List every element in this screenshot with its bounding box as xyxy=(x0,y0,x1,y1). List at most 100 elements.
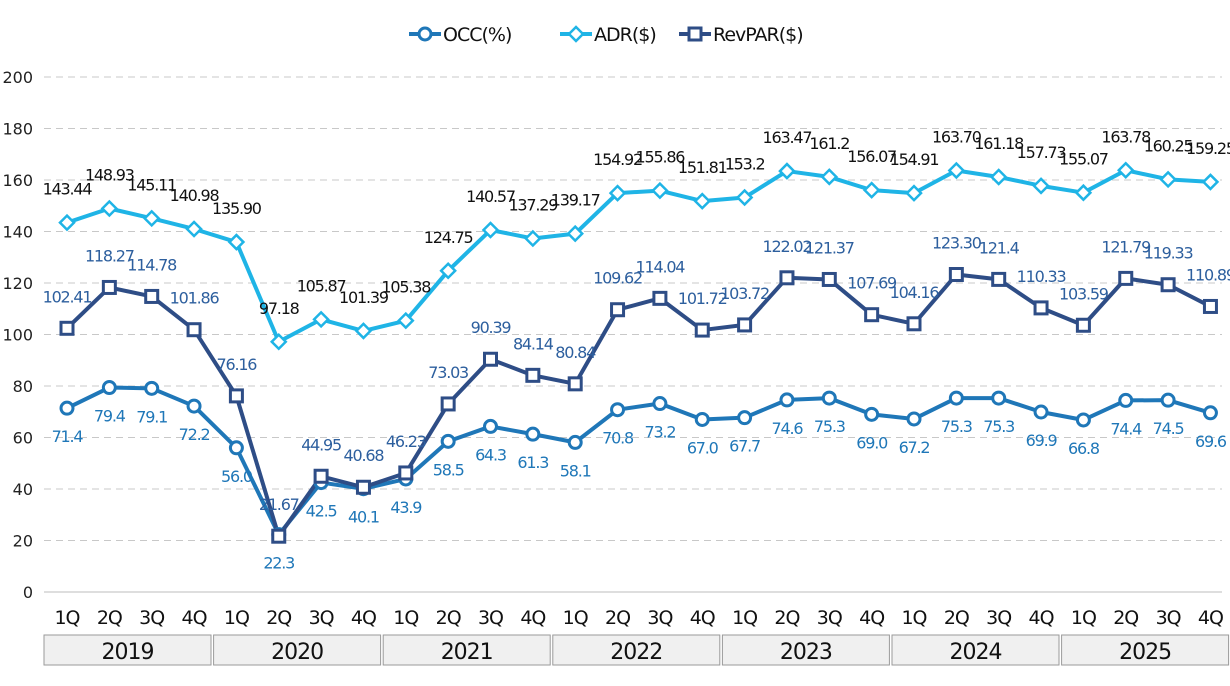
data-point-rev xyxy=(991,271,1007,287)
data-label-revpar: 110.89 xyxy=(1186,265,1230,284)
data-label-occ: 69.9 xyxy=(1026,431,1058,450)
data-point-rev xyxy=(271,528,287,544)
data-label-adr: 163.47 xyxy=(763,128,812,147)
data-point-adr xyxy=(693,192,712,210)
data-label-occ: 42.5 xyxy=(306,502,337,521)
data-point-occ xyxy=(525,426,541,442)
data-label-occ: 67.7 xyxy=(729,437,760,456)
data-label-adr: 145.11 xyxy=(127,175,176,194)
data-point-adr xyxy=(142,209,161,228)
data-label-revpar: 103.72 xyxy=(720,284,769,303)
data-point-occ xyxy=(652,396,668,412)
data-label-adr: 148.93 xyxy=(85,166,134,185)
data-label-occ: 70.8 xyxy=(602,429,634,448)
data-point-rev xyxy=(948,267,964,283)
y-tick-label: 60 xyxy=(13,429,33,448)
data-point-rev xyxy=(525,367,541,383)
legend-label-occ: OCC(%) xyxy=(443,24,511,46)
data-point-adr xyxy=(905,184,923,202)
year-box xyxy=(213,634,382,666)
data-point-rev xyxy=(779,270,795,286)
data-label-adr: 154.91 xyxy=(890,150,939,169)
data-point-rev xyxy=(1075,317,1091,333)
data-label-revpar: 73.03 xyxy=(428,363,468,382)
year-box xyxy=(552,634,721,666)
data-label-adr: 163.78 xyxy=(1101,127,1151,146)
x-axis: 1Q 2Q 3Q 4Q 1Q 2Q 3Q 4Q 1Q 2Q 3Q 4Q 1Q 2Q 3Q 4Q 1Q 2Q 3Q 4Q… xyxy=(43,607,1230,666)
data-point-rev xyxy=(737,317,753,333)
data-label-adr: 163.70 xyxy=(932,127,982,146)
data-point-occ xyxy=(610,402,626,418)
data-label-occ: 67.0 xyxy=(687,438,719,457)
legend: OCC(%) ADR($) RevPAR($) xyxy=(409,24,804,46)
data-point-rev xyxy=(610,302,626,318)
data-label-adr: 139.17 xyxy=(551,191,600,210)
data-point-adr xyxy=(608,184,627,202)
data-point-adr xyxy=(1201,173,1220,191)
data-label-occ: 73.2 xyxy=(644,423,675,442)
x-tick-label: 1Q xyxy=(732,607,757,629)
data-point-adr xyxy=(269,332,288,351)
data-point-adr xyxy=(735,188,754,207)
data-point-rev xyxy=(101,279,117,295)
data-point-adr xyxy=(354,322,373,340)
data-label-adr: 157.73 xyxy=(1017,143,1066,162)
data-label-revpar: 103.59 xyxy=(1059,284,1109,303)
data-point-occ xyxy=(483,418,498,434)
data-label-revpar: 46.23 xyxy=(386,432,426,451)
data-label-adr: 143.44 xyxy=(43,180,93,199)
data-label-revpar: 110.33 xyxy=(1017,267,1066,286)
data-point-rev xyxy=(59,320,75,336)
y-tick-label: 180 xyxy=(2,120,33,139)
data-point-adr xyxy=(58,213,76,232)
x-tick-label: 2Q xyxy=(774,607,799,629)
data-label-occ: 67.2 xyxy=(899,438,930,457)
data-label-occ: 75.3 xyxy=(983,417,1014,436)
data-point-rev xyxy=(313,468,329,484)
data-point-rev xyxy=(398,465,414,481)
data-label-revpar: 21.67 xyxy=(259,495,299,514)
x-tick-label: 2Q xyxy=(605,607,630,629)
data-label-occ: 72.2 xyxy=(179,425,210,444)
grid-lines xyxy=(44,76,1222,593)
data-label-adr: 155.86 xyxy=(636,148,686,167)
data-label-occ: 69.6 xyxy=(1195,432,1227,451)
data-label-occ: 75.3 xyxy=(941,417,972,436)
x-tick-label: 4Q xyxy=(182,607,207,629)
data-label-adr: 124.75 xyxy=(424,228,473,247)
data-label-occ: 58.5 xyxy=(433,460,464,479)
y-axis: 0 20 40 60 80 100 120 140 160 180 200 xyxy=(2,68,33,602)
data-point-adr xyxy=(397,311,415,330)
x-tick-label: 3Q xyxy=(478,607,503,629)
data-point-adr xyxy=(862,181,881,199)
x-tick-label: 1Q xyxy=(54,607,79,629)
data-point-occ xyxy=(737,410,753,426)
y-tick-label: 100 xyxy=(2,326,33,345)
data-label-revpar: 90.39 xyxy=(471,318,512,337)
y-tick-label: 0 xyxy=(23,583,33,602)
data-label-revpar: 121.37 xyxy=(805,238,854,257)
year-box xyxy=(382,634,551,666)
data-label-revpar: 114.78 xyxy=(127,255,177,274)
y-tick-label: 20 xyxy=(13,532,33,551)
x-tick-label: 4Q xyxy=(1029,607,1054,629)
x-tick-label: 1Q xyxy=(393,607,418,629)
legend-label-rev: RevPAR($) xyxy=(713,24,803,46)
data-label-revpar: 119.33 xyxy=(1144,244,1193,263)
year-box xyxy=(891,634,1060,666)
year-box xyxy=(721,634,890,666)
data-label-occ: 74.6 xyxy=(772,419,804,438)
data-label-occ: 75.3 xyxy=(814,417,845,436)
data-point-occ xyxy=(991,390,1007,406)
data-label-revpar: 40.68 xyxy=(344,446,385,465)
x-tick-label: 1Q xyxy=(901,607,926,629)
data-label-occ: 56.0 xyxy=(221,467,253,486)
data-label-occ: 22.3 xyxy=(263,554,294,573)
data-point-adr xyxy=(989,168,1008,186)
data-point-occ xyxy=(821,390,837,406)
data-point-occ xyxy=(1033,404,1049,420)
y-tick-label: 160 xyxy=(2,171,33,190)
data-point-adr xyxy=(185,220,203,238)
year-label: 2020 xyxy=(271,640,323,665)
year-label: 2022 xyxy=(610,640,662,665)
